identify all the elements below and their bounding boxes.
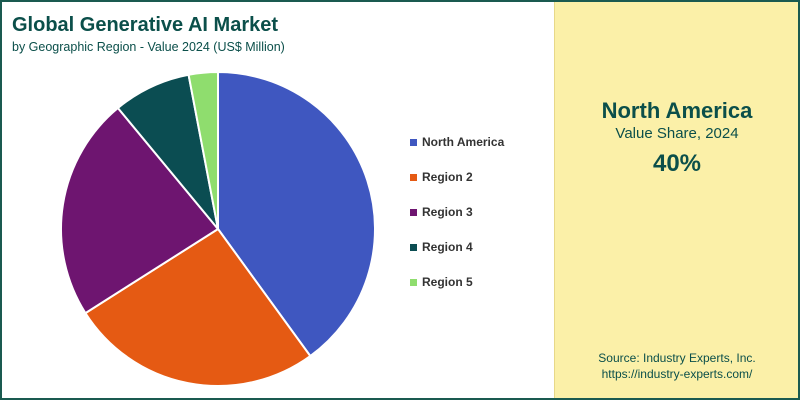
pie-slice-3 [60,107,219,315]
source-url: https://industry-experts.com/ [601,367,753,381]
legend-label: Region 2 [422,170,473,184]
legend-item: Region 5 [410,275,504,310]
legend-swatch [410,139,417,146]
pie-slice-2 [84,228,312,387]
legend-item: Region 3 [410,205,504,240]
legend-swatch [410,279,417,286]
legend-label: Region 5 [422,275,473,289]
legend-item: North America [410,135,504,170]
highlight-value: 40% [652,150,702,177]
legend-label: North America [422,135,505,149]
pie-chart [60,71,376,387]
pie-slice-1 [217,71,376,358]
chart-area: Global Generative AI Market by Geographi… [2,2,554,398]
legend-swatch [410,244,417,251]
highlight-region: North America [601,98,753,123]
highlight-metric: Value Share, 2024 [615,125,739,142]
legend-label: Region 4 [422,240,473,254]
chart-legend: North America Region 2 Region 3 Region 4 Reg… [410,135,504,310]
highlight-panel: North America Value Share, 2024 40% Sour… [554,2,798,398]
legend-item: Region 4 [410,240,504,275]
source-name: Source: Industry Experts, Inc. [598,351,756,365]
legend-item: Region 2 [410,170,504,205]
source-note: Source: Industry Experts, Inc. https://i… [555,350,799,382]
legend-swatch [410,174,417,181]
legend-label: Region 3 [422,205,473,219]
chart-title: Global Generative AI Market [12,14,279,36]
legend-swatch [410,209,417,216]
chart-subtitle: by Geographic Region - Value 2024 (US$ M… [12,40,285,54]
pie-slice-5 [187,71,219,230]
